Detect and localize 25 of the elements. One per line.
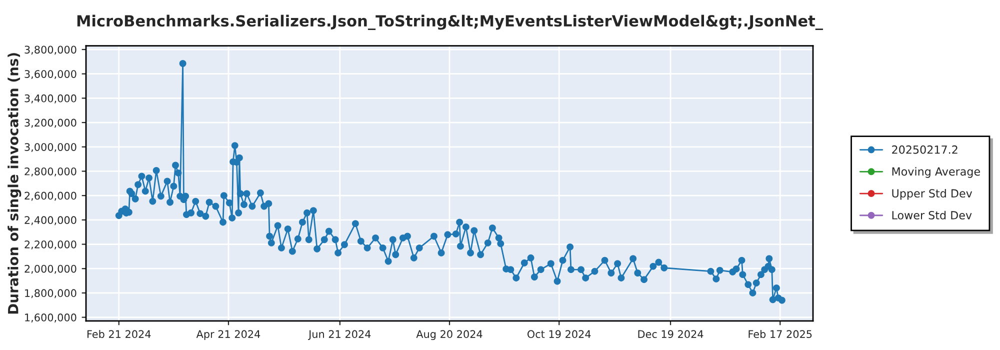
x-tick-label: Feb 21 2024	[87, 330, 151, 338]
y-tick-label: 2,800,000	[24, 167, 76, 176]
x-tick-label: Apr 21 2024	[196, 330, 260, 340]
chart-title: MicroBenchmarks.Serializers.Json_ToString&lt;MyEventsListerViewModel&gt;.JsonNet_	[77, 14, 823, 30]
y-tick-label: 1,600,000	[25, 314, 76, 322]
legend-label: 20250217.2	[892, 145, 958, 154]
legend-label: Moving Average	[892, 167, 980, 178]
x-tick-label: Dec 19 2024	[638, 330, 704, 338]
x-tick-label: Feb 17 2025	[748, 330, 812, 338]
y-tick-label: 3,000,000	[24, 143, 76, 152]
y-tick-label: 3,200,000	[24, 118, 76, 128]
y-tick-label: 2,600,000	[24, 192, 76, 201]
x-tick-label: Aug 20 2024	[416, 330, 482, 340]
legend-label: Upper Std Dev	[892, 188, 972, 200]
y-tick-label: 3,600,000	[24, 70, 76, 80]
y-tick-label: 3,800,000	[24, 46, 76, 55]
y-tick-label: 3,400,000	[24, 94, 76, 104]
y-tick-label: 2,000,000	[24, 264, 76, 274]
y-tick-label: 2,400,000	[24, 216, 76, 226]
y-axis-title: Duration of single invocation (ns)	[8, 53, 22, 314]
y-tick-label: 2,200,000	[24, 240, 76, 250]
x-tick-label: Oct 19 2024	[527, 330, 591, 338]
y-tick-label: 1,800,000	[25, 289, 76, 298]
legend-label: Lower Std Dev	[892, 210, 972, 220]
x-tick-label: Jun 21 2024	[308, 330, 371, 340]
